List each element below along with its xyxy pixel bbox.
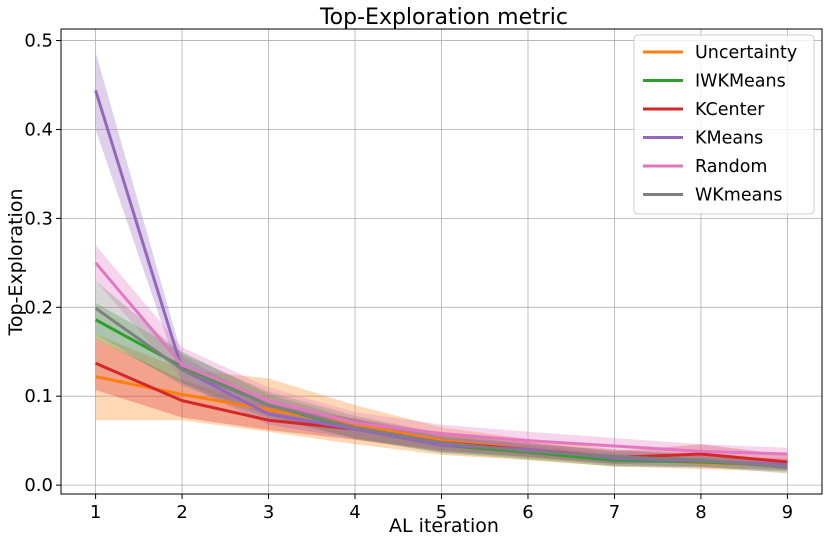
x-axis-label: AL iteration bbox=[389, 515, 499, 537]
y-axis-label: Top-Exploration bbox=[5, 189, 27, 337]
series-line-random bbox=[94, 261, 788, 456]
series-line-wkmeans bbox=[94, 306, 788, 469]
legend-label-wkmeans: WKmeans bbox=[695, 186, 783, 206]
x-axis-ticks: 1 2 3 4 5 6 7 8 9 bbox=[90, 494, 793, 523]
x-tick-label-0: 1 bbox=[90, 502, 101, 523]
x-tick-label-1: 2 bbox=[176, 502, 187, 523]
y-tick-label-1: 0.1 bbox=[24, 386, 53, 407]
x-tick-label-4: 5 bbox=[436, 502, 447, 523]
y-axis-ticks: 0.0 0.1 0.2 0.3 0.4 0.5 bbox=[24, 31, 61, 496]
y-tick-label-2: 0.2 bbox=[24, 297, 53, 318]
chart-title: Top-Exploration metric bbox=[319, 5, 568, 30]
x-tick-label-5: 6 bbox=[522, 502, 533, 523]
x-tick-label-2: 3 bbox=[263, 502, 274, 523]
y-tick-label-5: 0.5 bbox=[24, 31, 53, 52]
legend-label-kcenter: KCenter bbox=[695, 100, 765, 120]
x-tick-label-3: 4 bbox=[349, 502, 360, 523]
y-tick-label-0: 0.0 bbox=[24, 475, 53, 496]
legend: Uncertainty IWKMeans KCenter KMeans Random WK… bbox=[633, 34, 815, 215]
legend-label-random: Random bbox=[695, 157, 767, 177]
y-tick-label-4: 0.4 bbox=[24, 119, 53, 140]
x-tick-label-8: 9 bbox=[782, 502, 793, 523]
legend-label-uncertainty: Uncertainty bbox=[695, 43, 797, 63]
legend-label-kmeans: KMeans bbox=[695, 129, 763, 149]
x-tick-label-6: 7 bbox=[609, 502, 620, 523]
series-lines bbox=[94, 89, 788, 469]
x-tick-label-7: 8 bbox=[695, 502, 706, 523]
y-tick-label-3: 0.3 bbox=[24, 208, 53, 229]
legend-label-iwkmeans: IWKMeans bbox=[695, 72, 786, 92]
